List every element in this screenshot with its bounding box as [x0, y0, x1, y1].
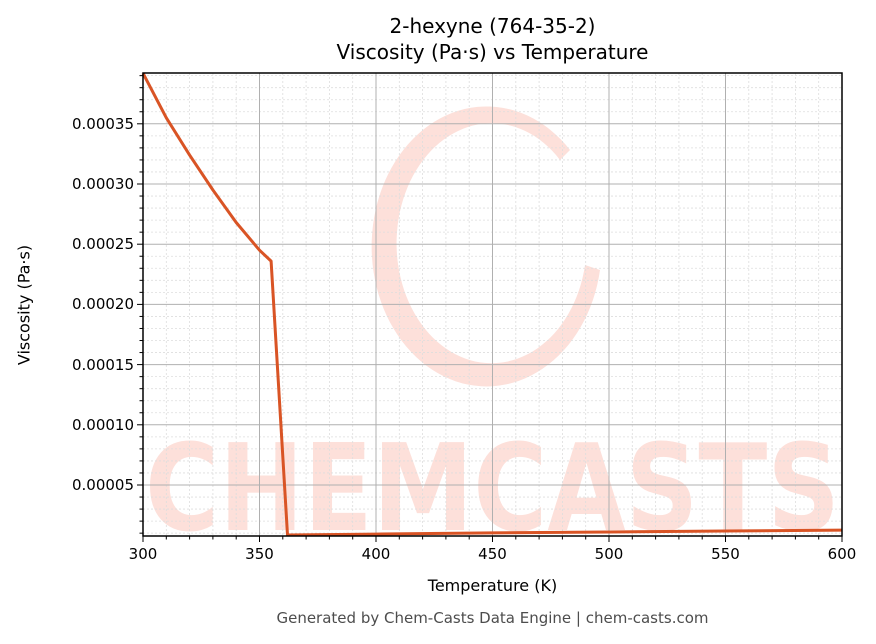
x-tick-label: 500 — [594, 545, 624, 563]
watermark-ring-icon — [371, 106, 600, 387]
y-tick-label: 0.00035 — [71, 114, 134, 133]
x-tick-label: 600 — [827, 545, 857, 563]
chart-title: 2-hexyne (764-35-2) — [389, 14, 596, 38]
footer-credit: Generated by Chem-Casts Data Engine | ch… — [276, 609, 709, 627]
x-tick-label: 400 — [361, 545, 391, 563]
y-tick-label: 0.00025 — [71, 235, 134, 254]
x-tick-label: 450 — [478, 545, 507, 563]
y-axis-label: Viscosity (Pa·s) — [14, 244, 34, 366]
x-axis-label: Temperature (K) — [427, 576, 558, 595]
x-tick-label: 550 — [711, 545, 740, 563]
data-line — [141, 72, 843, 537]
y-tick-label: 0.00015 — [71, 355, 134, 374]
y-tick-label: 0.00010 — [71, 415, 134, 434]
y-tick-label: 0.00005 — [71, 476, 134, 494]
y-tick-label: 0.00020 — [71, 295, 134, 314]
x-tick-label: 350 — [245, 545, 274, 563]
x-tick-label: 300 — [128, 545, 158, 563]
y-tick-label: 0.00030 — [71, 175, 134, 193]
chart-subtitle: Viscosity (Pa·s) vs Temperature — [336, 40, 649, 64]
